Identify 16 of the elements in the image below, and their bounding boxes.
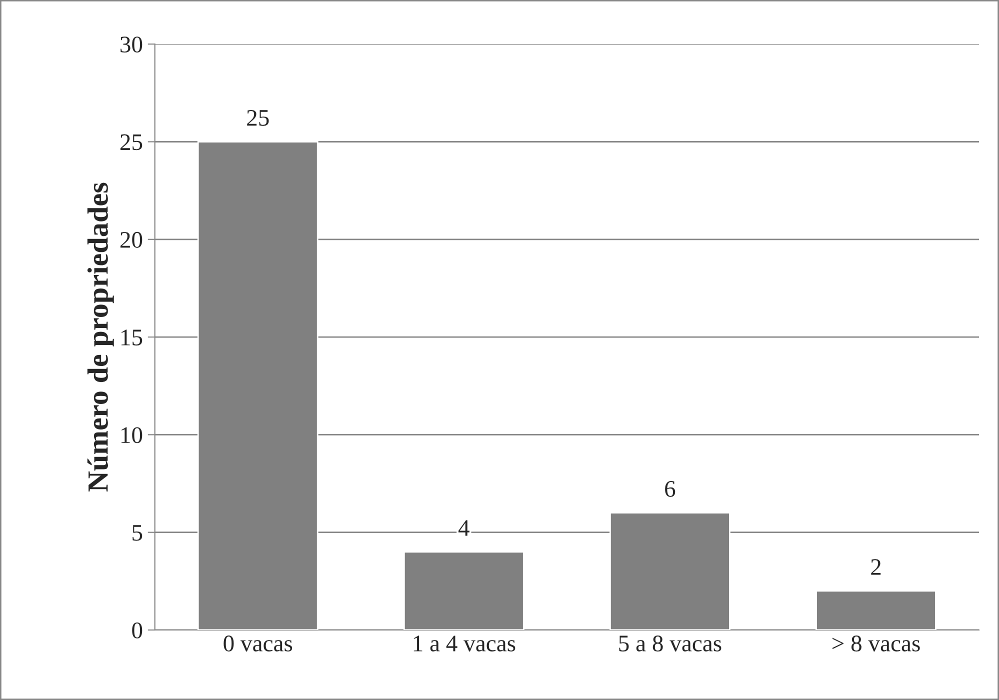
x-tick-label: 0 vacas <box>224 636 292 652</box>
data-label: 4 <box>458 520 470 536</box>
y-tick-label: 15 <box>122 330 142 346</box>
y-tick-label: 20 <box>120 232 142 248</box>
x-tick-label: > 8 vacas <box>832 636 920 652</box>
y-tick-label: 30 <box>120 36 142 53</box>
data-label: 6 <box>665 481 676 497</box>
x-tick-label: 1 a 4 vacas <box>414 636 516 652</box>
y-tick-label: 25 <box>120 134 142 150</box>
y-axis-title: Número de propriedades <box>87 182 114 492</box>
y-tick-label: 5 <box>132 525 142 541</box>
y-tick-label: 0 <box>132 622 142 638</box>
data-label: 25 <box>247 110 269 126</box>
data-label: 2 <box>871 559 881 575</box>
y-tick-label: 10 <box>122 427 142 444</box>
x-tick-label: 5 a 8 vacas <box>619 636 722 652</box>
